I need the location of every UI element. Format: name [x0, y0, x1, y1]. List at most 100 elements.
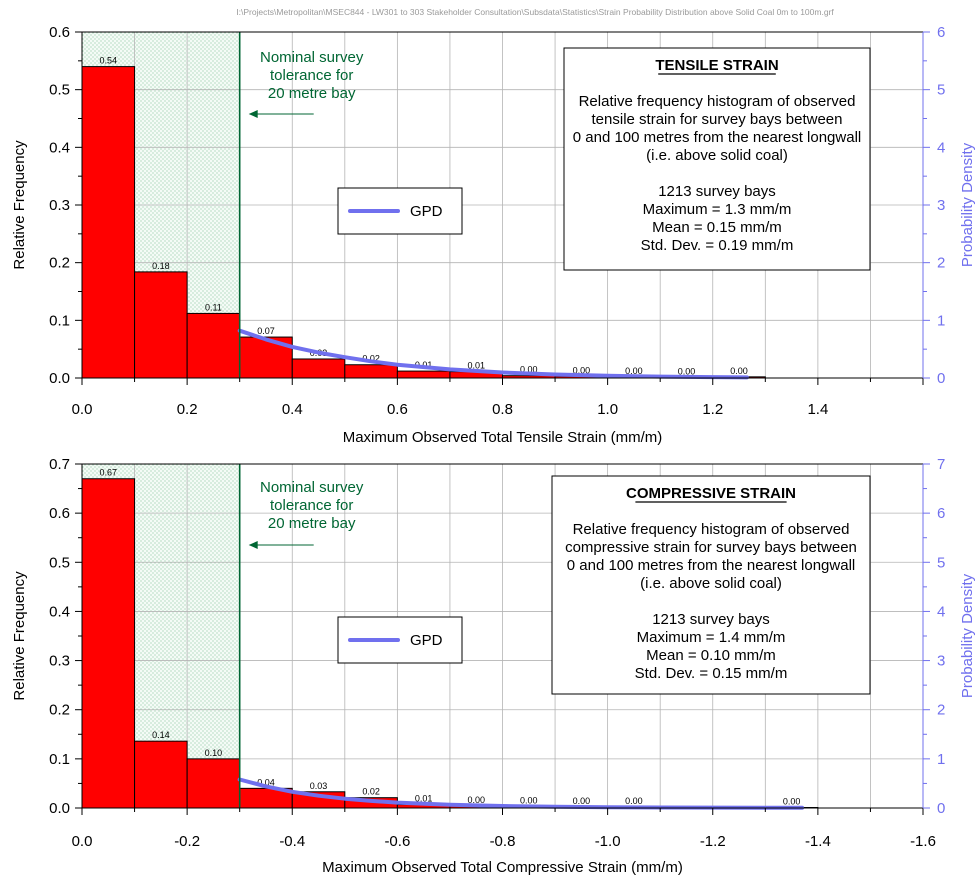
info-box-line: Maximum = 1.4 mm/m: [637, 629, 786, 646]
bar-value-label: 0.14: [152, 730, 170, 740]
info-box-line: Std. Dev. = 0.19 mm/m: [641, 237, 794, 254]
y-tick-label: 0.3: [49, 197, 70, 214]
histogram-bar: [82, 479, 135, 808]
info-box-line: (i.e. above solid coal): [640, 575, 782, 592]
bar-value-label: 0.10: [205, 748, 223, 758]
y-tick-label: 0.2: [49, 255, 70, 272]
histogram-bar: [135, 272, 188, 378]
info-box-title: COMPRESSIVE STRAIN: [626, 485, 796, 502]
info-box-line: Mean = 0.10 mm/m: [646, 647, 776, 664]
y2-tick-label: 0: [937, 800, 945, 817]
x-tick-label: -0.4: [279, 833, 305, 850]
y-axis-label: Relative Frequency: [11, 140, 28, 270]
histogram-bar: [345, 365, 398, 378]
y2-tick-label: 7: [937, 456, 945, 473]
info-box-line: tensile strain for survey bays between: [592, 111, 843, 128]
info-box-line: (i.e. above solid coal): [646, 147, 788, 164]
x-tick-label: 1.2: [702, 401, 723, 418]
histogram-bar: [292, 359, 345, 378]
info-box-line: Relative frequency histogram of observed: [579, 93, 856, 110]
info-box-line: 0 and 100 metres from the nearest longwa…: [573, 129, 862, 146]
y2-tick-label: 3: [937, 653, 945, 670]
y2-axis-label: Probability Density: [959, 142, 976, 267]
y-tick-label: 0.0: [49, 800, 70, 817]
y-tick-label: 0.3: [49, 653, 70, 670]
info-box-title: TENSILE STRAIN: [655, 57, 778, 74]
y-tick-label: 0.1: [49, 751, 70, 768]
info-box-line: Maximum = 1.3 mm/m: [643, 201, 792, 218]
y2-tick-label: 4: [937, 603, 945, 620]
bar-value-label: 0.00: [783, 797, 801, 807]
y2-tick-label: 2: [937, 255, 945, 272]
y-tick-label: 0.6: [49, 505, 70, 522]
info-box-line: 0 and 100 metres from the nearest longwa…: [567, 557, 856, 574]
info-box-line: Relative frequency histogram of observed: [573, 521, 850, 538]
y-tick-label: 0.1: [49, 312, 70, 329]
y2-tick-label: 2: [937, 702, 945, 719]
x-tick-label: 0.2: [177, 401, 198, 418]
x-axis-label: Maximum Observed Total Compressive Strai…: [322, 859, 683, 876]
tolerance-label: Nominal survey: [260, 479, 364, 496]
y-tick-label: 0.6: [49, 24, 70, 41]
x-tick-label: -0.8: [490, 833, 516, 850]
bar-value-label: 0.07: [257, 326, 275, 336]
x-tick-label: -0.6: [384, 833, 410, 850]
x-axis-label: Maximum Observed Total Tensile Strain (m…: [343, 429, 663, 446]
y-tick-label: 0.0: [49, 370, 70, 387]
y2-tick-label: 6: [937, 505, 945, 522]
y2-tick-label: 1: [937, 751, 945, 768]
y2-tick-label: 4: [937, 139, 945, 156]
histogram-bar: [82, 67, 135, 378]
tolerance-label: Nominal survey: [260, 49, 364, 66]
y2-tick-label: 1: [937, 312, 945, 329]
y2-tick-label: 6: [937, 24, 945, 41]
bar-value-label: 0.00: [730, 366, 748, 376]
x-tick-label: 1.0: [597, 401, 618, 418]
x-tick-label: -1.4: [805, 833, 831, 850]
y-axis-label: Relative Frequency: [11, 571, 28, 701]
x-tick-label: 0.6: [387, 401, 408, 418]
info-box-line: 1213 survey bays: [652, 611, 770, 628]
y-tick-label: 0.7: [49, 456, 70, 473]
histogram-bar: [135, 741, 188, 808]
x-tick-label: -1.0: [595, 833, 621, 850]
tolerance-label: tolerance for: [270, 67, 353, 84]
y-tick-label: 0.2: [49, 702, 70, 719]
y2-tick-label: 0: [937, 370, 945, 387]
x-tick-label: -1.6: [910, 833, 936, 850]
tolerance-label: 20 metre bay: [268, 85, 356, 102]
x-tick-label: 0.0: [72, 833, 93, 850]
tolerance-arrowhead: [249, 110, 258, 118]
x-tick-label: 0.8: [492, 401, 513, 418]
bar-value-label: 0.00: [573, 796, 591, 806]
bar-value-label: 0.54: [100, 56, 118, 66]
x-tick-label: -1.2: [700, 833, 726, 850]
info-box-line: Mean = 0.15 mm/m: [652, 219, 782, 236]
bar-value-label: 0.02: [362, 787, 380, 797]
info-box-line: Std. Dev. = 0.15 mm/m: [635, 665, 788, 682]
histogram-bar: [397, 371, 450, 378]
tolerance-label: tolerance for: [270, 497, 353, 514]
x-tick-label: -0.2: [174, 833, 200, 850]
bar-value-label: 0.03: [310, 781, 328, 791]
y-tick-label: 0.5: [49, 554, 70, 571]
histogram-bar: [187, 313, 240, 378]
y2-tick-label: 5: [937, 82, 945, 99]
bar-value-label: 0.11: [205, 302, 222, 312]
legend-label: GPD: [410, 203, 443, 220]
bar-value-label: 0.00: [520, 796, 538, 806]
x-tick-label: 0.0: [72, 401, 93, 418]
y2-tick-label: 3: [937, 197, 945, 214]
histogram-bar: [187, 759, 240, 808]
bar-value-label: 0.67: [100, 468, 118, 478]
tolerance-label: 20 metre bay: [268, 515, 356, 532]
y-tick-label: 0.4: [49, 603, 70, 620]
tolerance-arrowhead: [249, 541, 258, 549]
file-path: I:\Projects\Metropolitan\MSEC844 - LW301…: [236, 7, 834, 17]
info-box-line: compressive strain for survey bays betwe…: [565, 539, 857, 556]
info-box-line: 1213 survey bays: [658, 183, 776, 200]
